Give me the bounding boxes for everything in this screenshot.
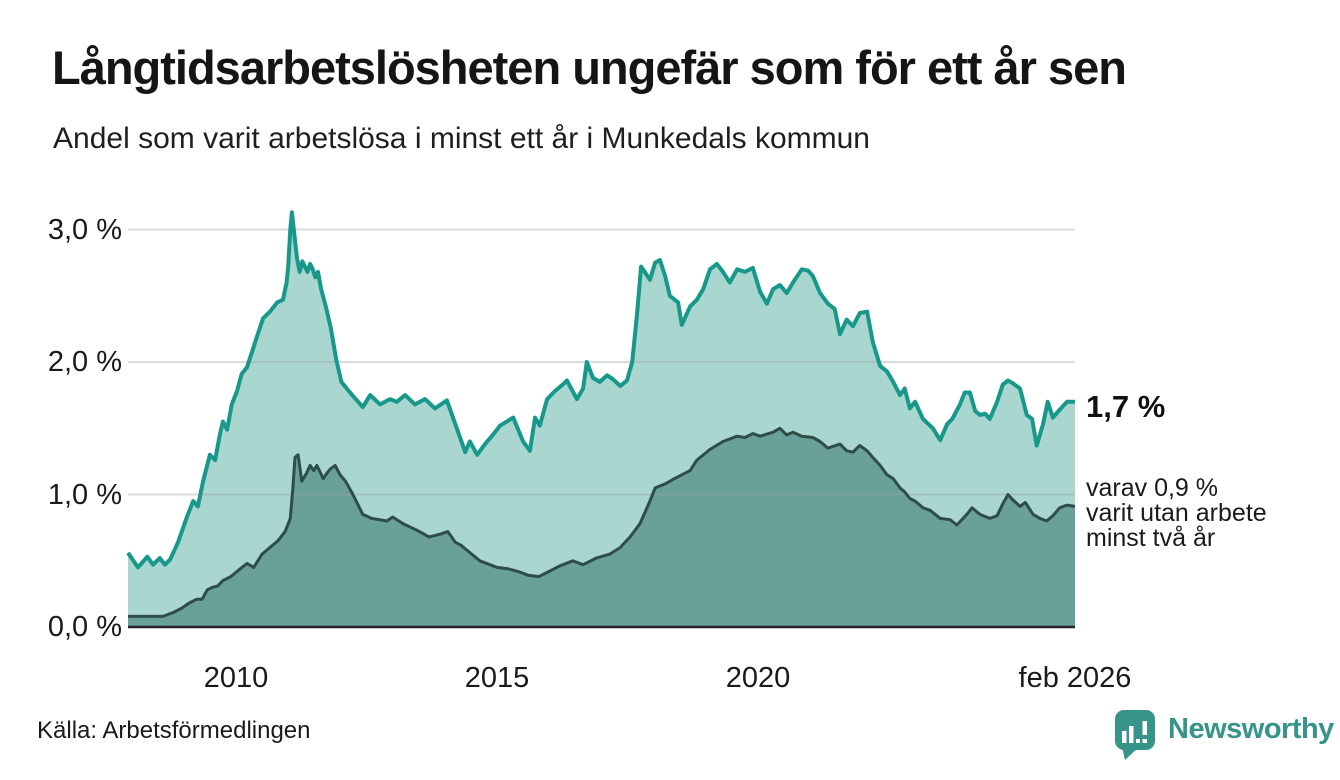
- logo-bar-short: [1122, 731, 1127, 743]
- end-value-label-two-year: varav 0,9 % varit utan arbete minst två …: [1086, 474, 1267, 552]
- y-tick-label: 2,0 %: [47, 346, 122, 378]
- y-tick-label: 1,0 %: [47, 478, 122, 511]
- newsworthy-logo-text: Newsworthy: [1168, 713, 1334, 745]
- y-tick-label: 3,0 %: [47, 213, 122, 246]
- newsworthy-logo-icon: [1115, 710, 1155, 760]
- line-series-two-year: [128, 426, 1076, 618]
- x-tick-label: 2010: [203, 662, 269, 694]
- logo-exclamation-dot: [1142, 739, 1147, 743]
- page-title: Långtidsarbetslösheten ungefär som för e…: [52, 41, 1127, 94]
- x-tick-label: 2015: [464, 662, 530, 694]
- source-note: Källa: Arbetsförmedlingen: [37, 717, 311, 744]
- x-tick-label: feb 2026: [1018, 662, 1132, 694]
- y-tick-label: 0,0 %: [47, 611, 122, 643]
- end-value-label-one-year: 1,7 %: [1086, 389, 1166, 424]
- x-tick-label: 2020: [725, 662, 791, 694]
- area-fill-two-year: [128, 428, 1075, 627]
- line-series-one-year: [126, 210, 1075, 570]
- newsworthy-logo[interactable]: Newsworthy: [1112, 709, 1334, 761]
- logo-bar-tall: [1129, 726, 1134, 743]
- logo-exclamation-bar: [1142, 721, 1147, 735]
- logo-dot: [1136, 739, 1140, 743]
- gridlines: [128, 228, 1075, 496]
- chart-subtitle: Andel som varit arbetslösa i minst ett å…: [53, 122, 870, 155]
